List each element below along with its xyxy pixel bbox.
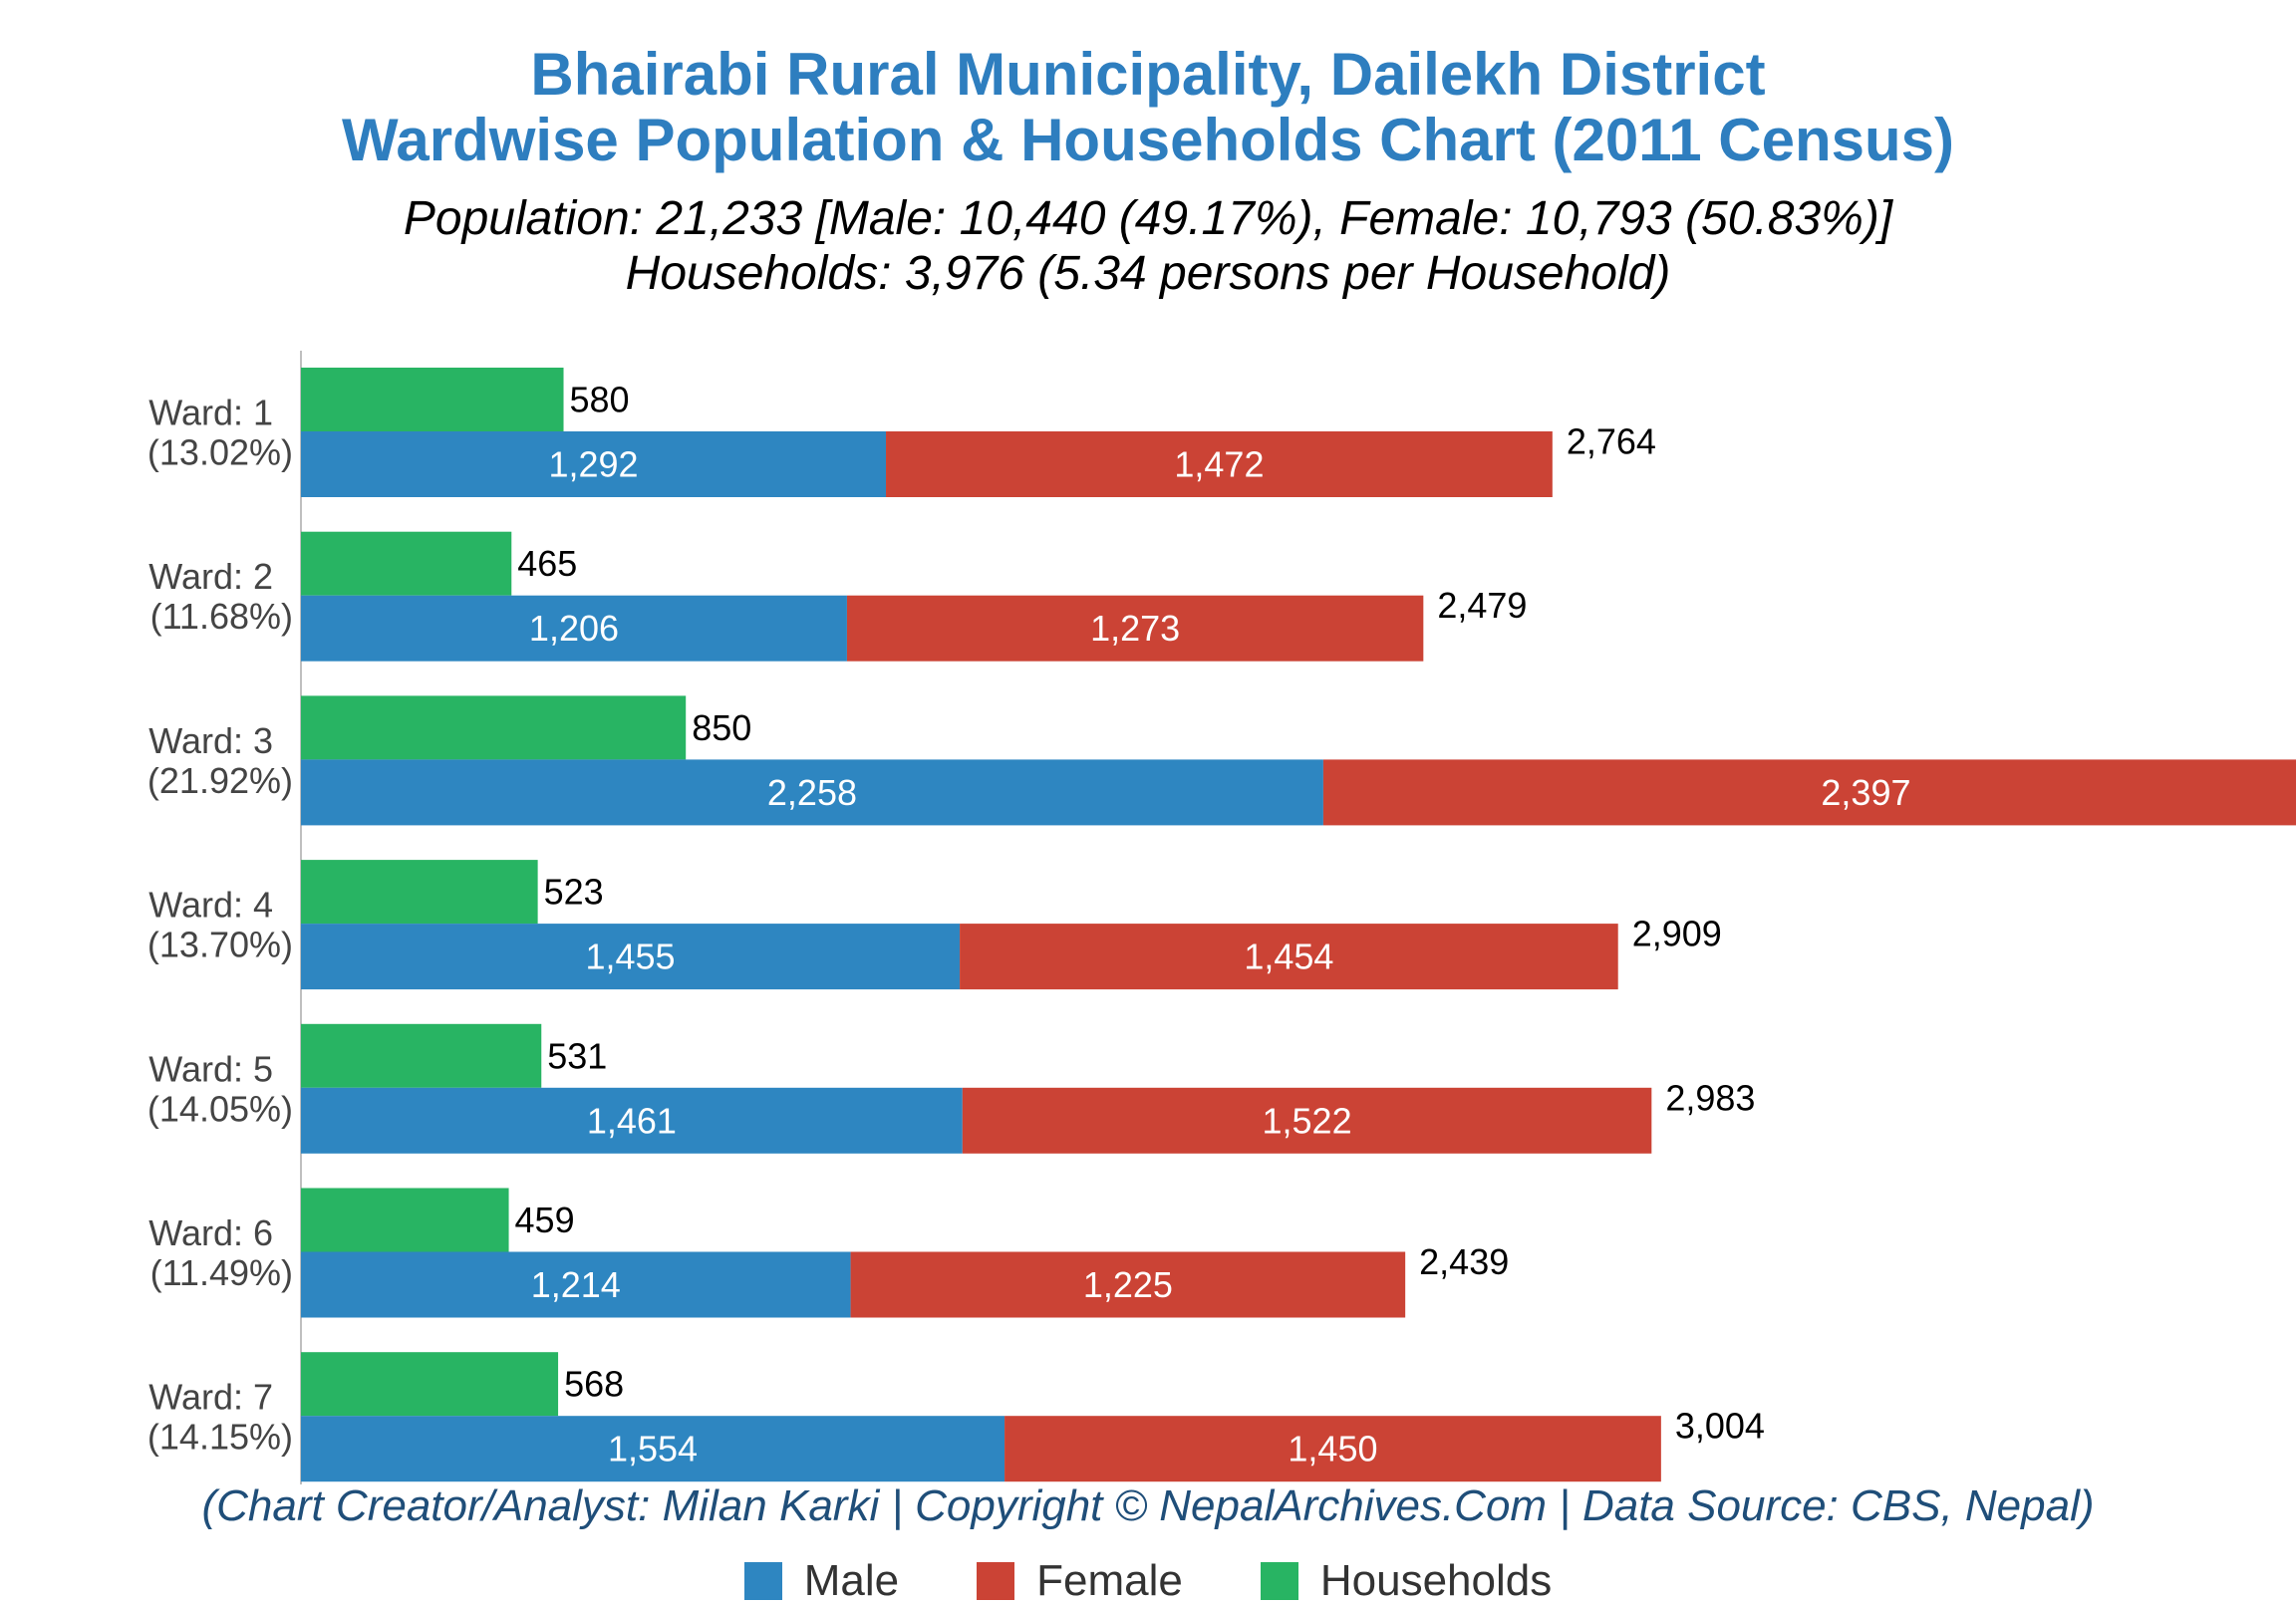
male-label-ward-4: 1,455 (585, 937, 675, 977)
legend-item-male: Male (743, 1556, 900, 1606)
male-bar-ward-6 (301, 1251, 851, 1318)
male-label-ward-6: 1,214 (531, 1264, 621, 1305)
households-bar-ward-6 (301, 1188, 509, 1252)
female-label-ward-2: 1,273 (1090, 608, 1180, 649)
male-label-ward-7: 1,554 (608, 1429, 698, 1470)
female-label-ward-5: 1,522 (1263, 1100, 1352, 1141)
male-label-ward-3: 2,258 (767, 772, 857, 813)
households-bar-ward-1 (301, 368, 564, 431)
male-label-ward-5: 1,461 (587, 1100, 677, 1141)
female-label-ward-3: 2,397 (1821, 772, 1910, 813)
households-label-ward-7: 568 (564, 1364, 624, 1405)
male-bar-ward-7 (301, 1416, 1005, 1482)
households-bar-ward-7 (301, 1352, 559, 1417)
category-percent-ward-1: (13.02%) (147, 432, 293, 473)
male-bar-ward-1 (301, 431, 887, 497)
households-label-ward-5: 531 (547, 1035, 607, 1076)
total-label-ward-7: 3,004 (1675, 1406, 1765, 1447)
chart-title: Bhairabi Rural Municipality, Dailekh Dis… (530, 41, 1766, 108)
category-percent-ward-2: (11.68%) (150, 596, 293, 637)
chart-header: Bhairabi Rural Municipality, Dailekh Dis… (0, 0, 2296, 301)
male-bar-ward-4 (301, 924, 961, 990)
total-label-ward-2: 2,479 (1437, 585, 1527, 626)
female-bar-ward-3 (1322, 759, 2296, 826)
category-label-ward-1: Ward: 1 (148, 393, 273, 433)
legend-label-male: Male (803, 1556, 900, 1605)
total-label-ward-4: 2,909 (1632, 914, 1722, 954)
total-label-ward-1: 2,764 (1567, 421, 1656, 462)
legend-swatch-households (1260, 1562, 1298, 1600)
chart-legend: Male Female Households (0, 1556, 2296, 1606)
category-percent-ward-7: (14.15%) (147, 1417, 293, 1458)
category-label-ward-6: Ward: 6 (148, 1212, 273, 1253)
households-bar-ward-2 (301, 531, 512, 596)
female-label-ward-1: 1,472 (1174, 444, 1264, 485)
legend-item-female: Female (977, 1556, 1183, 1606)
male-bar-ward-3 (301, 759, 1323, 826)
legend-item-households: Households (1260, 1556, 1553, 1606)
chart-subtitle-line2: Households: 3,976 (5.34 persons per Hous… (625, 247, 1671, 300)
female-label-ward-7: 1,450 (1288, 1429, 1377, 1470)
female-label-ward-6: 1,225 (1083, 1264, 1173, 1305)
male-bar-ward-5 (301, 1087, 963, 1154)
chart-subtitle: Population: 21,233 [Male: 10,440 (49.17%… (403, 192, 1893, 245)
female-label-ward-4: 1,454 (1244, 937, 1333, 977)
female-bar-ward-7 (1004, 1416, 1661, 1482)
households-bar-ward-5 (301, 1023, 542, 1088)
female-bar-ward-1 (886, 431, 1553, 497)
category-label-ward-3: Ward: 3 (148, 720, 273, 761)
category-percent-ward-4: (13.70%) (147, 925, 293, 965)
households-label-ward-3: 850 (692, 707, 751, 748)
chart-credit: (Chart Creator/Analyst: Milan Karki | Co… (201, 1481, 2095, 1530)
category-percent-ward-6: (11.49%) (150, 1252, 293, 1293)
chart-title-line2: Wardwise Population & Households Chart (… (341, 107, 1955, 173)
total-label-ward-6: 2,439 (1419, 1241, 1509, 1282)
legend-label-female: Female (1036, 1556, 1183, 1605)
female-bar-ward-5 (962, 1087, 1652, 1154)
male-label-ward-1: 1,292 (548, 444, 638, 485)
category-label-ward-2: Ward: 2 (148, 556, 273, 597)
households-label-ward-2: 465 (517, 543, 577, 584)
households-label-ward-1: 580 (570, 380, 630, 420)
category-percent-ward-3: (21.92%) (147, 760, 293, 801)
category-label-ward-5: Ward: 5 (148, 1048, 273, 1089)
category-label-ward-4: Ward: 4 (148, 885, 273, 926)
households-label-ward-6: 459 (515, 1200, 575, 1240)
female-bar-ward-2 (846, 595, 1424, 662)
category-label-ward-7: Ward: 7 (148, 1377, 273, 1418)
total-label-ward-5: 2,983 (1665, 1077, 1755, 1118)
households-bar-ward-3 (301, 695, 687, 760)
legend-label-households: Households (1319, 1556, 1553, 1605)
legend-swatch-female (977, 1562, 1015, 1600)
category-percent-ward-5: (14.05%) (147, 1088, 293, 1129)
male-label-ward-2: 1,206 (529, 608, 619, 649)
male-bar-ward-2 (301, 595, 847, 662)
female-bar-ward-4 (960, 924, 1618, 990)
female-bar-ward-6 (850, 1251, 1406, 1318)
households-label-ward-4: 523 (544, 872, 604, 913)
legend-swatch-male (743, 1562, 782, 1600)
households-bar-ward-4 (301, 860, 538, 925)
